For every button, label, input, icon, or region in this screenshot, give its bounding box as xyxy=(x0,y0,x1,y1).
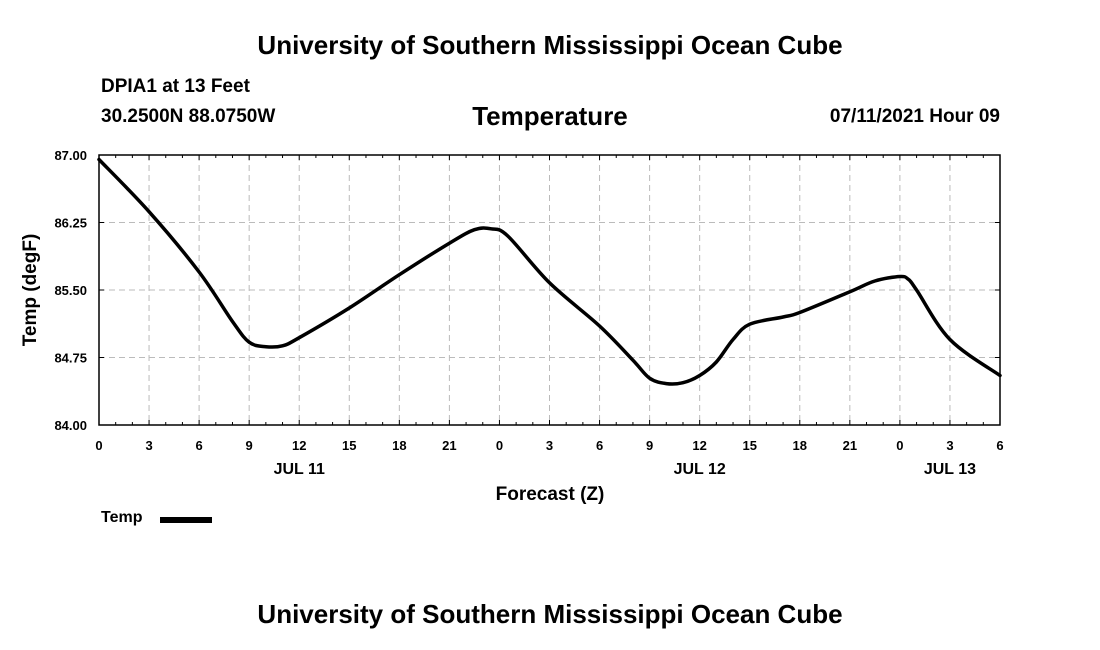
x-tick-label: 0 xyxy=(496,438,503,453)
x-tick-label: 3 xyxy=(145,438,152,453)
chart-title: Temperature xyxy=(472,101,628,131)
x-tick-label: 21 xyxy=(442,438,456,453)
y-tick-label: 84.75 xyxy=(54,351,87,366)
x-date-label: JUL 12 xyxy=(674,461,726,478)
x-tick-label: 12 xyxy=(692,438,706,453)
x-tick-label: 21 xyxy=(843,438,857,453)
x-tick-label: 3 xyxy=(546,438,553,453)
x-date-label: JUL 11 xyxy=(274,461,325,478)
plot-frame xyxy=(98,154,1001,426)
x-tick-label: 6 xyxy=(996,438,1003,453)
x-tick-label: 15 xyxy=(342,438,356,453)
station-label: DPIA1 at 13 Feet xyxy=(101,76,250,97)
legend-label: Temp xyxy=(101,509,143,526)
x-tick-label: 6 xyxy=(195,438,202,453)
y-tick-label: 86.25 xyxy=(54,216,87,231)
y-tick-label: 87.00 xyxy=(54,148,87,163)
x-tick-label: 18 xyxy=(392,438,406,453)
y-tick-label: 85.50 xyxy=(54,283,87,298)
forecast-datetime: 07/11/2021 Hour 09 xyxy=(829,106,1000,127)
x-tick-label: 9 xyxy=(246,438,253,453)
page-title-top: University of Southern Mississippi Ocean… xyxy=(257,30,843,60)
page-title-bottom: University of Southern Mississippi Ocean… xyxy=(257,599,843,629)
y-tick-label: 84.00 xyxy=(54,418,87,433)
legend-swatch xyxy=(160,517,212,523)
x-tick-label: 9 xyxy=(646,438,653,453)
x-tick-label: 6 xyxy=(596,438,603,453)
series-layer xyxy=(97,157,1002,386)
x-tick-label: 15 xyxy=(742,438,756,453)
x-tick-label: 18 xyxy=(793,438,807,453)
grid-layer xyxy=(99,155,1000,425)
x-tick-label: 0 xyxy=(95,438,102,453)
temp-series-line xyxy=(97,157,1002,386)
x-tick-label: 3 xyxy=(946,438,953,453)
x-date-label: JUL 13 xyxy=(924,461,976,478)
station-coordinates: 30.2500N 88.0750W xyxy=(101,106,276,127)
x-axis-label: Forecast (Z) xyxy=(496,484,605,505)
axis-layer: 84.00 84.75 85.50 86.25 87.00 0 3 6 9 12 15 18 21 0 3 6… xyxy=(54,148,1003,478)
x-tick-label: 0 xyxy=(896,438,903,453)
y-axis-label: Temp (degF) xyxy=(20,234,41,347)
x-tick-label: 12 xyxy=(292,438,306,453)
